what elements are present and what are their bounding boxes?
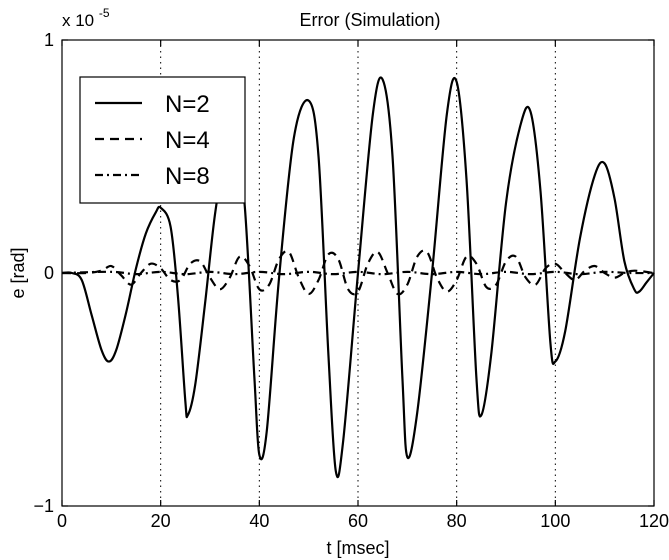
y-tick-label: 0 xyxy=(44,263,54,283)
x-tick-label: 20 xyxy=(151,511,171,531)
x-tick-label: 60 xyxy=(348,511,368,531)
x-tick-label: 40 xyxy=(249,511,269,531)
scale-note: x 10 -5 xyxy=(62,6,110,30)
x-axis-label: t [msec] xyxy=(326,538,389,558)
y-tick-label: −1 xyxy=(33,496,54,516)
series-lines xyxy=(61,76,655,479)
x-tick-label: 120 xyxy=(639,511,669,531)
x-tick-label: 100 xyxy=(540,511,570,531)
series-n2-line xyxy=(61,76,655,479)
legend-box xyxy=(79,76,246,204)
scale-note-base: x 10 xyxy=(62,11,94,30)
scale-note-exponent: -5 xyxy=(99,6,110,20)
y-tick-label: 1 xyxy=(44,30,54,50)
series-n8-line xyxy=(61,270,655,276)
axis-ticks xyxy=(61,39,655,507)
legend-label-n8: N=8 xyxy=(165,163,210,190)
x-tick-label: 80 xyxy=(447,511,467,531)
series-n4-line xyxy=(61,249,655,296)
x-tick-labels: 0 20 40 60 80 100 120 xyxy=(57,511,669,531)
y-axis-label: e [rad] xyxy=(8,247,28,298)
y-tick-labels: −1 0 1 xyxy=(33,30,54,516)
legend-label-n4: N=4 xyxy=(165,127,210,154)
chart-title: Error (Simulation) xyxy=(299,10,440,30)
legend: N=2 N=4 N=8 xyxy=(79,76,246,204)
legend-label-n2: N=2 xyxy=(165,91,210,118)
x-tick-label: 0 xyxy=(57,511,67,531)
